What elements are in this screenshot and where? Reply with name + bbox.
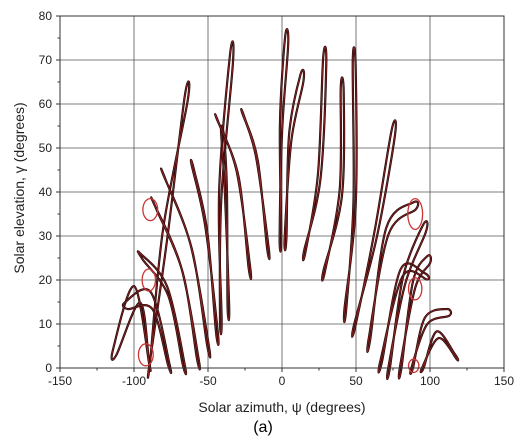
analemma-curve-overlay [190,159,219,346]
analemma-curve-overlay [147,81,190,378]
y-tick-label: 0 [45,361,52,375]
highlight-circle [407,197,424,231]
y-tick-label: 70 [39,53,53,67]
y-axis-label: Solar elevation, γ (degrees) [11,102,27,273]
x-axis-label: Solar azimuth, ψ (degrees) [198,399,365,415]
y-tick-label: 30 [39,229,53,243]
y-tick-label: 60 [39,97,53,111]
highlight-circle [142,197,159,222]
analemma-curve-overlay [343,47,357,323]
highlight-circle [407,277,423,301]
x-tick-label: -150 [48,374,72,388]
x-tick-label: 0 [279,374,286,388]
y-tick-label: 40 [39,185,53,199]
analemma-curve-overlay [160,168,211,358]
analemma-curve-overlay [321,77,345,281]
analemma-curve-overlay [302,46,327,261]
analemma-curve-overlay [284,69,305,251]
x-tick-label: 150 [494,374,514,388]
analemma-curve-overlay [279,28,289,252]
analemma-curve-overlay [378,263,430,373]
analemma-curve-overlay [214,113,252,280]
analemma-curve-overlay [122,288,172,374]
highlight-circle [141,268,157,292]
y-tick-label: 20 [39,273,53,287]
x-tick-label: 100 [420,374,440,388]
axis-ticks: -150 -100 -50 0 50 100 150 0 10 20 30 40 50 60 70 80 [39,9,515,388]
y-tick-label: 50 [39,141,53,155]
y-tick-label: 80 [39,9,53,23]
highlight-circle [137,343,154,367]
analemma-curve-overlay [240,108,270,260]
analemma-curve-overlay [366,201,419,353]
analemma-curve-overlay [111,285,151,372]
figure-caption: (a) [253,419,273,436]
analemma-curve-overlay [150,197,201,370]
x-tick-label: -50 [199,374,217,388]
x-tick-label: 50 [349,374,363,388]
analemma-curve-overlay [218,41,234,335]
highlight-circle [407,358,420,374]
analemma-curve-overlay [137,250,187,375]
analemma-curve-overlay [351,120,397,338]
y-tick-label: 10 [39,317,53,331]
x-tick-label: -100 [122,374,146,388]
analemma-curves [110,28,460,381]
highlight-circles [137,197,424,374]
